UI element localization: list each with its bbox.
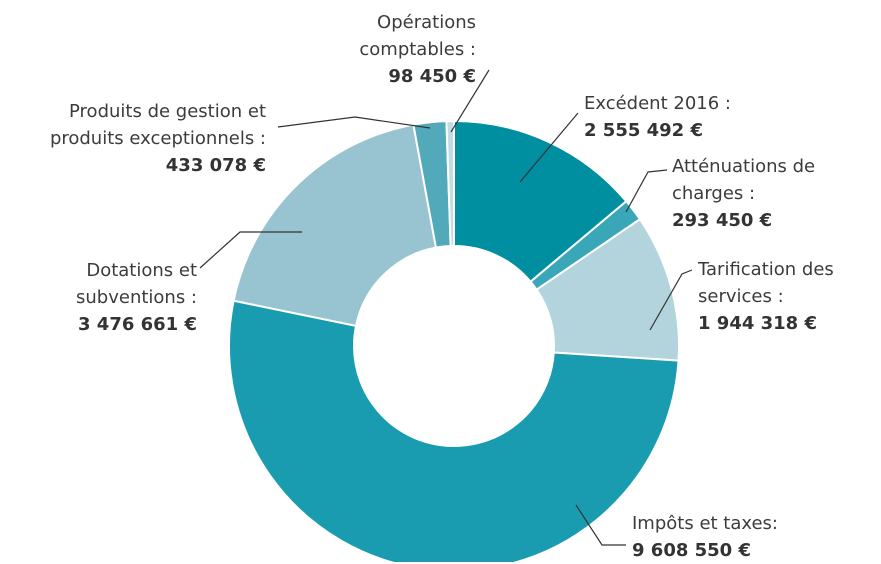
value-label: 98 450 € [388, 66, 476, 87]
leader-line [277, 116, 431, 129]
leader-line [450, 69, 490, 133]
value-label: 3 476 661 € [78, 314, 197, 335]
category-label: Dotations et subventions : [76, 260, 197, 308]
category-label: Tarification des services : [698, 259, 834, 307]
slice-label: Tarification des services : 1 944 318 € [698, 256, 873, 337]
slice-label: Impôts et taxes: 9 608 550 € [632, 510, 872, 564]
value-label: 2 555 492 € [584, 120, 703, 141]
donut [228, 119, 680, 562]
category-label: Opérations comptables : [359, 12, 476, 60]
value-label: 9 608 550 € [632, 540, 751, 561]
value-label: 433 078 € [165, 155, 266, 176]
leader-line [625, 169, 668, 213]
slice-label: Produits de gestion et produits exceptio… [0, 98, 266, 179]
donut-segment [232, 123, 438, 328]
leader-line [199, 231, 302, 269]
donut-segment [453, 119, 628, 284]
slice-label: Dotations et subventions : 3 476 661 € [20, 257, 197, 338]
value-label: 1 944 318 € [698, 313, 817, 334]
category-label: Impôts et taxes: [632, 513, 778, 534]
value-label: 293 450 € [672, 210, 773, 231]
category-label: Excédent 2016 : [584, 93, 731, 114]
slice-label: Excédent 2016 : 2 555 492 € [584, 90, 784, 144]
leader-line [519, 112, 579, 183]
leader-lines [199, 69, 693, 546]
donut-segment [228, 299, 680, 562]
leader-line [649, 269, 693, 331]
category-label: Atténuations de charges : [672, 156, 816, 204]
slice-label: Atténuations de charges : 293 450 € [672, 153, 817, 234]
donut-segment [445, 119, 455, 248]
leader-line [575, 504, 626, 546]
category-label: Produits de gestion et produits exceptio… [49, 101, 266, 149]
slice-label: Opérations comptables : 98 450 € [326, 9, 476, 90]
